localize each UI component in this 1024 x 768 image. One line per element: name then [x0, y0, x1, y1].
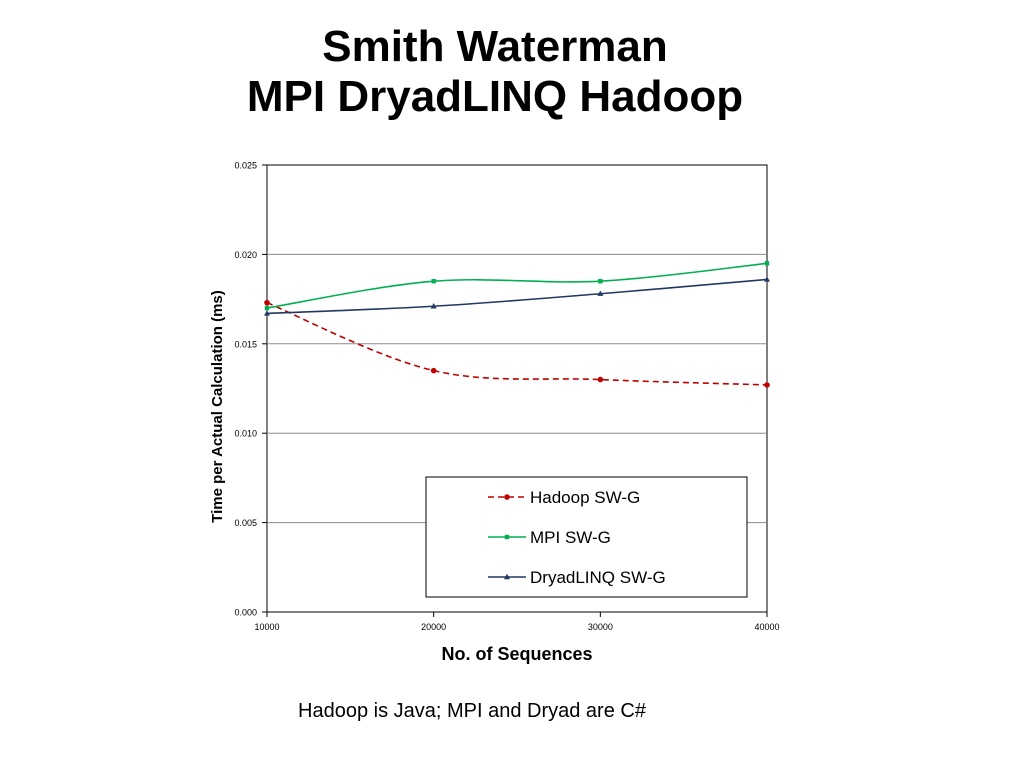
x-tick-label: 30000	[588, 622, 613, 632]
y-tick-label: 0.005	[234, 518, 257, 528]
data-point-dryadlinq-sw-g	[264, 310, 270, 316]
series-line-dryadlinq-sw-g	[266, 278, 768, 315]
series-line-hadoop-sw-g	[266, 301, 768, 386]
data-point-mpi-sw-g	[431, 279, 436, 284]
legend-marker-mpi-sw-g	[504, 534, 510, 540]
data-point-mpi-sw-g	[764, 261, 770, 266]
y-tick-label: 0.010	[234, 429, 257, 439]
data-point-mpi-sw-g	[264, 305, 270, 311]
data-point-mpi-sw-g	[598, 279, 603, 284]
x-tick-label: 20000	[421, 622, 446, 632]
legend-marker-hadoop-sw-g	[504, 494, 510, 500]
legend-label-dryadlinq-sw-g: DryadLINQ SW-G	[530, 568, 666, 587]
y-axis-title: Time per Actual Calculation (ms)	[209, 290, 226, 523]
data-point-dryadlinq-sw-g	[597, 290, 604, 296]
slide-title-line-2: MPI DryadLINQ Hadoop	[246, 72, 744, 121]
legend-label-hadoop-sw-g: Hadoop SW-G	[530, 488, 640, 507]
data-point-hadoop-sw-g	[264, 299, 270, 306]
data-point-dryadlinq-sw-g	[430, 303, 437, 309]
legend	[425, 476, 748, 598]
x-tick-label: 40000	[754, 622, 779, 632]
series-line-mpi-sw-g	[266, 262, 768, 309]
x-tick-label: 10000	[254, 622, 279, 632]
legend-label-mpi-sw-g: MPI SW-G	[530, 528, 611, 547]
data-point-hadoop-sw-g	[597, 376, 604, 383]
data-point-hadoop-sw-g	[430, 367, 437, 374]
x-axis-title: No. of Sequences	[441, 644, 592, 664]
footnote: Hadoop is Java; MPI and Dryad are C#	[298, 700, 646, 722]
legend-marker-dryadlinq-sw-g	[504, 573, 510, 580]
slide-title: Smith Waterman MPI DryadLINQ Hadoop	[0, 22, 990, 122]
y-tick-label: 0.020	[234, 250, 257, 260]
data-point-dryadlinq-sw-g	[764, 276, 770, 282]
slide-title-line-1: Smith Waterman	[322, 22, 668, 71]
title-area: Smith Waterman MPI DryadLINQ Hadoop	[0, 0, 1024, 135]
y-tick-label: 0.025	[234, 161, 257, 171]
y-tick-label: 0.015	[234, 339, 257, 349]
data-point-hadoop-sw-g	[764, 382, 770, 388]
y-tick-label: 0.000	[234, 608, 257, 618]
